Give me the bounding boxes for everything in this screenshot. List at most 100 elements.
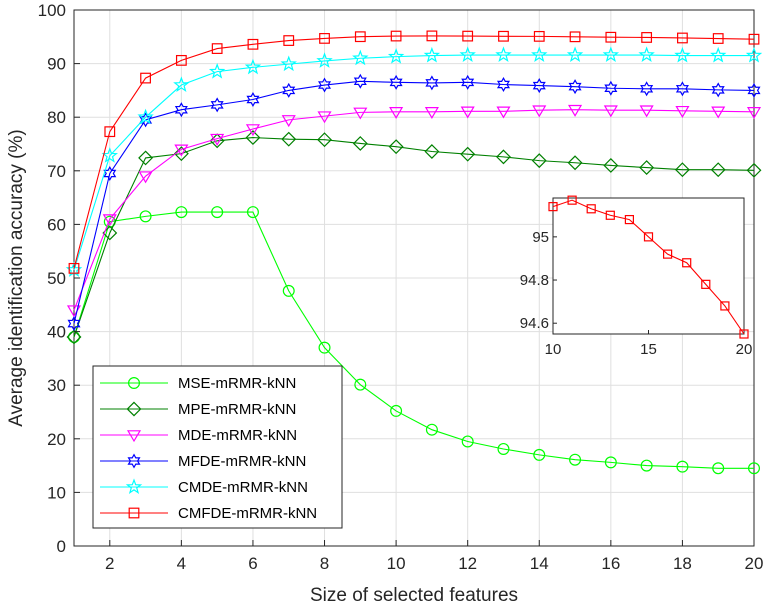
data-point bbox=[353, 73, 367, 89]
inset-x-tick-label: 20 bbox=[736, 341, 753, 358]
data-point bbox=[747, 462, 760, 475]
data-point bbox=[281, 131, 297, 147]
data-point bbox=[389, 107, 404, 120]
data-point bbox=[748, 33, 760, 45]
legend-entry: CMFDE-mRMR-kNN bbox=[178, 505, 317, 522]
y-tick-label: 60 bbox=[47, 215, 66, 234]
inset-x-tick-label: 10 bbox=[545, 341, 562, 358]
legend-entry: MDE-mRMR-kNN bbox=[178, 427, 297, 444]
data-point bbox=[531, 153, 547, 169]
data-point bbox=[245, 130, 261, 146]
data-point bbox=[567, 155, 583, 171]
data-point bbox=[424, 107, 439, 120]
inset-data-point bbox=[682, 258, 692, 268]
y-tick-label: 20 bbox=[47, 430, 66, 449]
inset-data-point bbox=[567, 195, 577, 205]
data-point bbox=[173, 76, 190, 93]
legend-entry: CMDE-mRMR-kNN bbox=[178, 479, 308, 496]
data-point bbox=[569, 31, 581, 43]
data-point bbox=[354, 378, 367, 391]
series-mfde-mrmr-knn bbox=[67, 73, 761, 332]
data-point bbox=[676, 460, 689, 473]
data-point bbox=[317, 132, 332, 148]
series-cmfde-mrmr-knn bbox=[68, 30, 760, 274]
data-point bbox=[495, 46, 512, 63]
data-point bbox=[423, 46, 441, 63]
data-point bbox=[566, 46, 584, 63]
inset-x-tick-label: 15 bbox=[640, 341, 657, 358]
data-point bbox=[674, 162, 690, 178]
data-point bbox=[496, 106, 511, 119]
data-point bbox=[712, 33, 724, 44]
data-point bbox=[352, 136, 368, 151]
data-point bbox=[246, 91, 260, 108]
data-point bbox=[282, 82, 296, 98]
data-point bbox=[459, 46, 476, 63]
inset-data-point bbox=[586, 204, 596, 214]
series-line bbox=[73, 35, 755, 269]
inset-data-point bbox=[720, 301, 730, 311]
legend-marker bbox=[127, 453, 141, 469]
y-tick-label: 40 bbox=[47, 323, 66, 342]
series-mde-mrmr-knn bbox=[66, 104, 762, 318]
data-point bbox=[174, 144, 189, 157]
data-point bbox=[139, 210, 152, 223]
data-point bbox=[568, 104, 583, 117]
data-point bbox=[604, 80, 618, 96]
data-point bbox=[389, 74, 403, 90]
y-tick-label: 100 bbox=[38, 1, 66, 20]
data-point bbox=[533, 30, 545, 42]
y-tick-label: 80 bbox=[47, 108, 66, 127]
data-point bbox=[318, 341, 331, 354]
data-point bbox=[245, 124, 260, 137]
data-point bbox=[747, 82, 761, 98]
data-point bbox=[281, 115, 296, 128]
x-axis-title: Size of selected features bbox=[310, 585, 518, 606]
y-tick-label: 90 bbox=[47, 55, 66, 74]
data-point bbox=[208, 63, 226, 79]
data-point bbox=[104, 126, 116, 138]
data-point bbox=[388, 139, 404, 155]
legend-marker bbox=[128, 377, 141, 390]
data-point bbox=[711, 82, 725, 98]
y-tick-label: 10 bbox=[47, 483, 66, 502]
data-point bbox=[280, 55, 297, 72]
legend-marker bbox=[128, 507, 140, 519]
y-axis-title: Average identification accuracy (%) bbox=[6, 129, 27, 426]
data-point bbox=[211, 206, 224, 219]
data-point bbox=[138, 150, 154, 166]
inset-y-tick-label: 94.8 bbox=[520, 272, 549, 289]
legend: MSE-mRMR-kNN MPE-mRMR-kNN MDE-mRMR-kNN MFDE… bbox=[92, 365, 343, 529]
data-point bbox=[390, 30, 402, 42]
data-point bbox=[568, 79, 582, 95]
data-point bbox=[387, 48, 405, 64]
data-point bbox=[102, 214, 117, 227]
series-line bbox=[73, 109, 755, 311]
legend-entry: MFDE-mRMR-kNN bbox=[178, 453, 306, 470]
data-point bbox=[68, 262, 80, 274]
data-point bbox=[138, 171, 153, 184]
data-point bbox=[461, 435, 474, 448]
x-tick-label: 12 bbox=[458, 554, 477, 573]
x-tick-label: 10 bbox=[387, 554, 406, 573]
data-point bbox=[496, 76, 510, 93]
data-point bbox=[639, 105, 654, 118]
y-tick-label: 30 bbox=[47, 376, 66, 395]
data-point bbox=[140, 72, 151, 84]
data-point bbox=[641, 32, 653, 43]
series-layer bbox=[65, 30, 763, 475]
data-point bbox=[282, 284, 295, 297]
data-point bbox=[67, 316, 81, 332]
x-tick-label: 20 bbox=[745, 554, 764, 573]
data-point bbox=[66, 329, 82, 345]
data-point bbox=[244, 58, 262, 75]
data-point bbox=[711, 106, 726, 119]
data-point bbox=[174, 102, 188, 118]
x-tick-label: 16 bbox=[601, 554, 620, 573]
data-point bbox=[639, 160, 655, 176]
data-point bbox=[498, 30, 509, 42]
data-point bbox=[173, 146, 189, 162]
inset-plot-area bbox=[552, 197, 745, 335]
legend-entry: MSE-mRMR-kNN bbox=[178, 375, 296, 392]
